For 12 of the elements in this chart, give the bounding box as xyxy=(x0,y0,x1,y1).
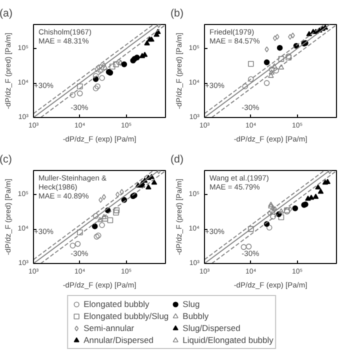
legend-label: Semi-annular xyxy=(84,323,134,333)
chart-title: (c) xyxy=(0,154,12,166)
legend-label: Bubbly xyxy=(182,311,209,321)
chart-title: (a) xyxy=(0,8,13,20)
chart-title: (d) xyxy=(170,154,184,166)
chart-title: (b) xyxy=(170,8,184,20)
legend-label: Elongated bubbly/Slug xyxy=(84,311,169,321)
legend-label: Elongated bubbly xyxy=(84,299,150,309)
legend-label: Annular/Dispersed xyxy=(84,335,154,345)
legend-label: Liquid/Elongated bubbly xyxy=(182,335,274,345)
legend-label: Slug xyxy=(182,299,201,309)
legend-label: Slug/Dispersed xyxy=(182,323,240,333)
